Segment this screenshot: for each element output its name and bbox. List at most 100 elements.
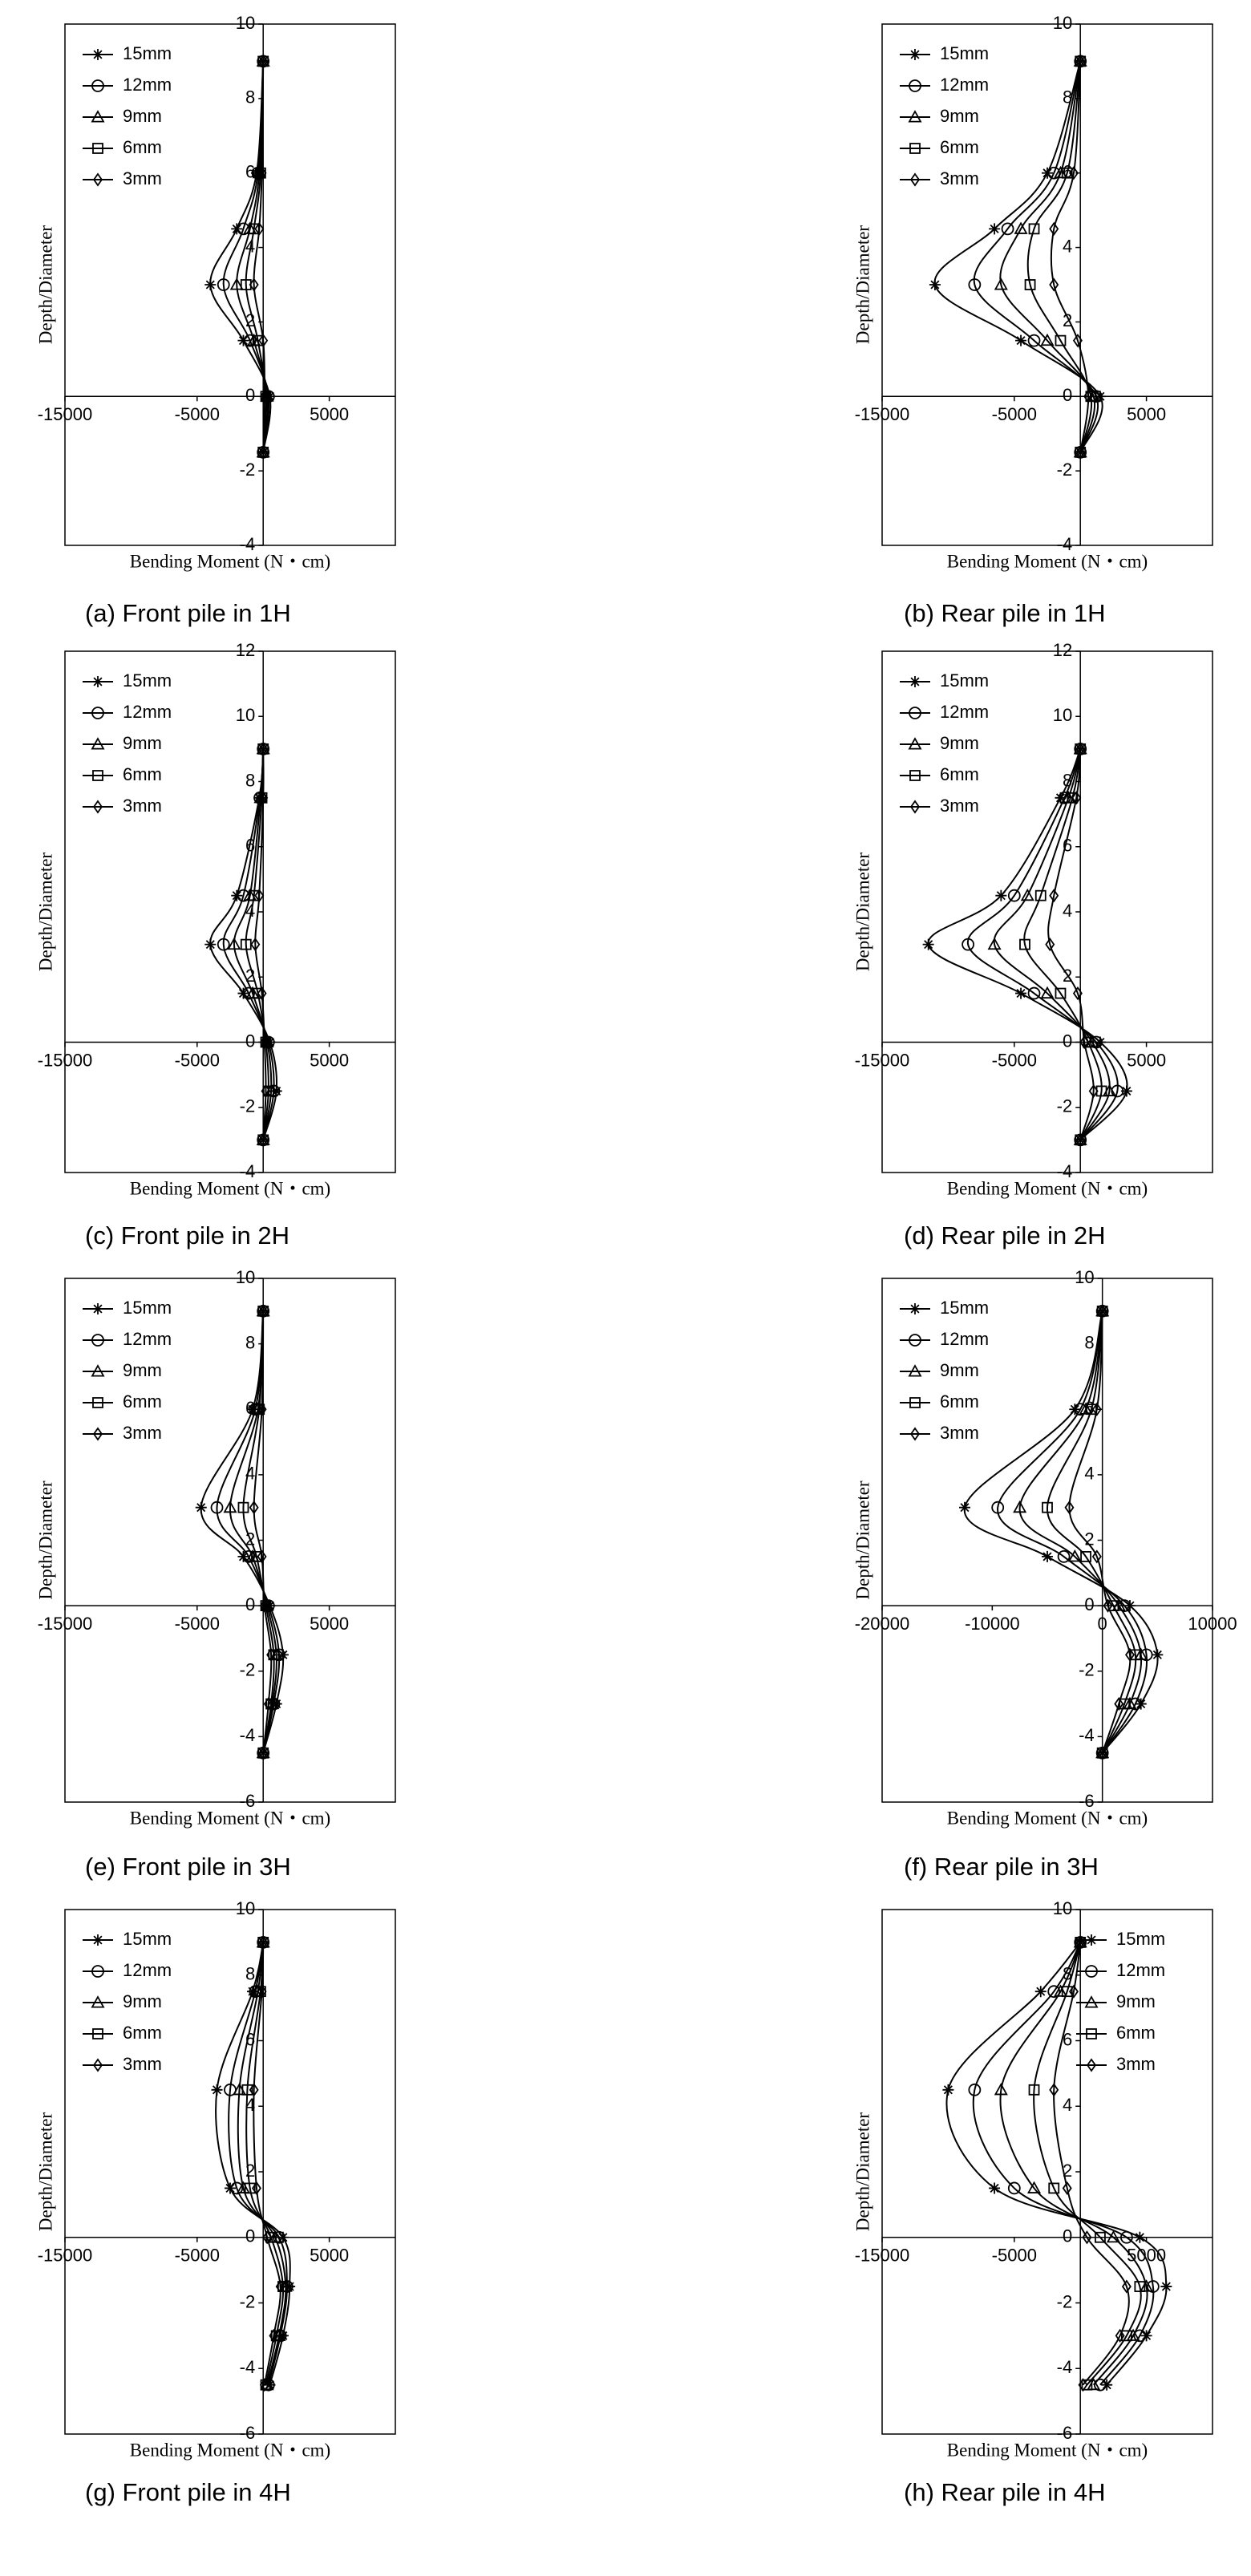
marker [204,938,217,950]
marker [237,334,249,346]
marker [1140,2279,1154,2292]
series-line [245,748,269,1140]
marker [1083,389,1094,403]
y-tick-label: 0 [245,2226,255,2246]
legend-label: 6mm [1116,2023,1156,2043]
x-tick-label: 10000 [1188,1614,1237,1634]
marker [259,1598,269,1613]
legend-label: 12mm [123,702,172,722]
marker [262,2230,273,2245]
marker [259,389,269,403]
marker [217,278,230,291]
marker [1061,1986,1073,1998]
marker [258,445,269,460]
marker [1028,2084,1040,2096]
legend-marker [92,2028,103,2039]
x-tick-label: 5000 [1127,404,1166,424]
marker [1087,2377,1101,2391]
marker [1101,2379,1113,2391]
series-line [1026,61,1093,453]
marker [229,277,244,290]
series-line [236,61,269,453]
legend-label: 15mm [123,1929,172,1949]
marker [1019,938,1030,950]
legend-label: 12mm [123,75,172,95]
legend-label: 9mm [1116,1991,1156,2011]
series-line [222,748,275,1140]
y-tick-label: 4 [1063,2095,1072,2115]
legend-marker [908,110,922,123]
legend-marker [91,79,104,92]
marker [1040,986,1055,999]
y-tick-label: -4 [1057,2357,1073,2377]
marker [1115,2328,1125,2343]
marker [227,937,241,950]
x-axis-label: Bending Moment (N・cm) [947,2440,1148,2460]
x-tick-label: -20000 [855,1614,910,1634]
marker [1042,1550,1053,1562]
legend-marker [92,1397,103,1408]
marker [1049,221,1059,236]
marker [994,2082,1008,2096]
x-tick-label: -5000 [992,2246,1037,2266]
marker [259,1035,269,1050]
marker [268,1649,280,1661]
y-tick-label: 8 [245,1332,255,1352]
legend-label: 3mm [940,796,979,816]
legend-marker [910,1427,920,1441]
legend-label: 9mm [940,106,979,126]
marker [265,2231,277,2243]
plot-frame [881,23,1213,546]
x-axis-label: Bending Moment (N・cm) [947,1178,1148,1198]
marker [1126,2328,1140,2341]
marker [266,1647,277,1662]
legend-label: 15mm [940,1298,989,1318]
marker [1015,987,1027,999]
series-line [1018,1310,1143,1754]
marker [258,791,269,805]
marker [1075,742,1086,756]
chart-caption: (f) Rear pile in 3H [904,1853,1099,1881]
x-tick-label: -5000 [175,1050,220,1070]
marker [284,2281,296,2293]
marker [244,2182,256,2194]
y-tick-label: 0 [245,1594,255,1614]
series-line [963,1310,1159,1754]
marker [231,889,243,901]
chart-caption: (d) Rear pile in 2H [904,1221,1106,1250]
marker [1027,986,1041,1000]
marker [230,2181,244,2195]
x-tick-label: -15000 [855,404,910,424]
marker [270,1085,282,1097]
marker [1068,1984,1079,1999]
marker [258,334,269,348]
marker [1067,792,1079,804]
marker [253,1403,265,1416]
legend-label: 15mm [940,43,989,63]
marker [1094,391,1106,403]
legend-label: 9mm [123,106,162,126]
legend-marker [92,49,103,60]
x-tick-label: 5000 [310,1050,349,1070]
y-tick-label: 10 [236,1267,255,1287]
legend-marker [92,676,103,687]
marker [1096,1305,1108,1317]
marker [1097,1304,1107,1318]
y-tick-label: 8 [1063,1964,1072,1984]
marker [995,889,1007,901]
marker [243,334,257,347]
marker [1053,1984,1068,1997]
marker [1042,167,1053,179]
marker [1034,889,1047,901]
marker [1062,2181,1072,2196]
marker [247,1403,259,1416]
marker [1075,1134,1087,1146]
legend-marker [93,172,103,187]
y-tick-label: 10 [236,1898,255,1918]
y-axis-label: Depth/Diameter [852,2112,872,2232]
marker [257,166,267,180]
series-line [967,748,1119,1140]
marker [1020,888,1034,901]
marker [991,1501,1005,1514]
